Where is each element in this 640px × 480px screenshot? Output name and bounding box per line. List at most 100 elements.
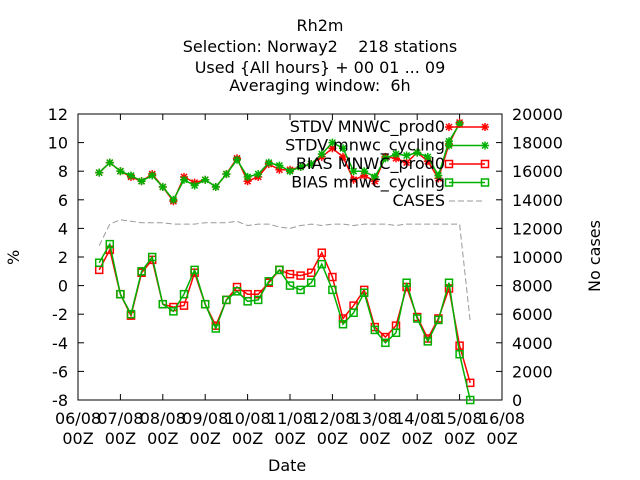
y-tick-label: 2 xyxy=(58,248,68,267)
legend-entry-3: BIAS mnwc_cycling xyxy=(291,173,490,193)
data-point xyxy=(264,158,273,167)
y-axis-title: % xyxy=(4,249,23,265)
legend-marker xyxy=(444,178,454,187)
y2-tick-label: 14000 xyxy=(512,191,563,210)
legend-entry-0: STDV MNWC_prod0 xyxy=(290,117,489,137)
data-point xyxy=(465,395,475,405)
data-point xyxy=(370,172,379,181)
series-1 xyxy=(95,120,464,204)
data-point xyxy=(285,281,295,290)
title-line-4: Averaging window: 6h xyxy=(229,76,411,95)
title-line-3: Used {All hours} + 00 01 ... 09 xyxy=(194,58,446,77)
data-point xyxy=(306,268,316,277)
x-tick-label: 00Z xyxy=(190,429,221,448)
data-point xyxy=(201,175,210,184)
data-point xyxy=(254,170,263,179)
data-point xyxy=(381,332,390,342)
x-tick-label: 09/08 xyxy=(182,409,228,428)
x-tick-label: 08/08 xyxy=(140,409,186,428)
data-point xyxy=(296,271,305,280)
data-point xyxy=(222,295,231,305)
data-point xyxy=(233,155,241,164)
data-point xyxy=(360,167,369,176)
data-point xyxy=(180,175,188,184)
series-4 xyxy=(98,219,471,322)
data-point xyxy=(275,161,284,170)
data-point xyxy=(328,285,337,295)
data-point xyxy=(423,152,432,161)
legend-marker xyxy=(481,123,489,131)
y2-tick-label: 4000 xyxy=(512,334,553,353)
data-point xyxy=(94,258,104,267)
data-point xyxy=(179,289,189,299)
x-tick-label: 00Z xyxy=(486,429,517,448)
data-point xyxy=(434,315,443,325)
x-tick-label: 00Z xyxy=(62,429,93,448)
x-tick-label: 06/08 xyxy=(55,409,101,428)
x-tick-label: 00Z xyxy=(359,429,390,448)
y-tick-label: 0 xyxy=(58,277,68,296)
y-tick-label: 10 xyxy=(48,134,68,153)
legend-marker xyxy=(480,178,490,187)
data-point xyxy=(200,299,210,309)
data-point xyxy=(444,278,454,287)
y-tick-label: 4 xyxy=(58,219,68,238)
x-tick-label: 07/08 xyxy=(97,409,143,428)
data-point xyxy=(137,267,146,276)
data-point xyxy=(275,265,284,275)
data-point xyxy=(402,158,411,167)
data-point xyxy=(307,160,316,169)
data-point xyxy=(137,177,146,186)
data-point xyxy=(339,152,347,161)
x-tick-label: 12/08 xyxy=(309,409,355,428)
y2-tick-label: 20000 xyxy=(512,105,563,124)
data-point xyxy=(391,328,401,338)
data-point xyxy=(232,287,242,296)
data-point xyxy=(127,171,135,180)
data-point xyxy=(95,168,104,177)
data-point xyxy=(253,295,263,305)
y2-tick-label: 2000 xyxy=(512,362,553,381)
data-point xyxy=(296,285,305,295)
data-point xyxy=(126,309,136,319)
data-point xyxy=(317,248,327,257)
data-point xyxy=(285,269,295,279)
legend-entry-4: CASES xyxy=(392,191,485,210)
data-point xyxy=(296,162,305,171)
y-tick-label: 8 xyxy=(58,162,68,181)
legend-entry-1: STDV mnwc_cycling xyxy=(285,136,489,156)
data-point xyxy=(148,171,157,180)
data-point xyxy=(158,182,167,191)
y2-tick-label: 16000 xyxy=(512,162,563,181)
y-tick-label: 12 xyxy=(48,105,68,124)
x-tick-label: 00Z xyxy=(402,429,433,448)
data-point xyxy=(211,324,221,333)
data-point xyxy=(381,154,390,163)
data-point xyxy=(370,325,380,335)
x-tick-label: 15/08 xyxy=(437,409,483,428)
x-tick-label: 00Z xyxy=(105,429,136,448)
data-point xyxy=(105,239,115,249)
data-point xyxy=(423,337,433,346)
x-tick-label: 13/08 xyxy=(352,409,398,428)
x-tick-label: 00Z xyxy=(317,429,348,448)
legend-marker xyxy=(445,123,453,131)
data-point xyxy=(392,150,400,159)
data-point xyxy=(169,307,178,316)
data-point xyxy=(359,288,369,297)
data-point xyxy=(317,150,326,159)
data-point xyxy=(264,277,274,286)
x-tick-label: 00Z xyxy=(147,429,178,448)
series-line xyxy=(98,242,471,401)
legend-label: STDV mnwc_cycling xyxy=(285,136,445,156)
y2-tick-label: 10000 xyxy=(512,248,563,267)
axes: -8 -6 -4 -2 0 2 4 6 8 10 12 0 2000 4000 6000 8000 10000 1… xyxy=(48,105,563,448)
x-tick-label: 14/08 xyxy=(394,409,440,428)
x-tick-label: 11/08 xyxy=(267,409,313,428)
data-point xyxy=(381,338,390,348)
y2-tick-label: 18000 xyxy=(512,134,563,153)
y-tick-label: 6 xyxy=(58,191,68,210)
series-layer xyxy=(94,118,475,405)
y2-tick-label: 12000 xyxy=(512,219,563,238)
